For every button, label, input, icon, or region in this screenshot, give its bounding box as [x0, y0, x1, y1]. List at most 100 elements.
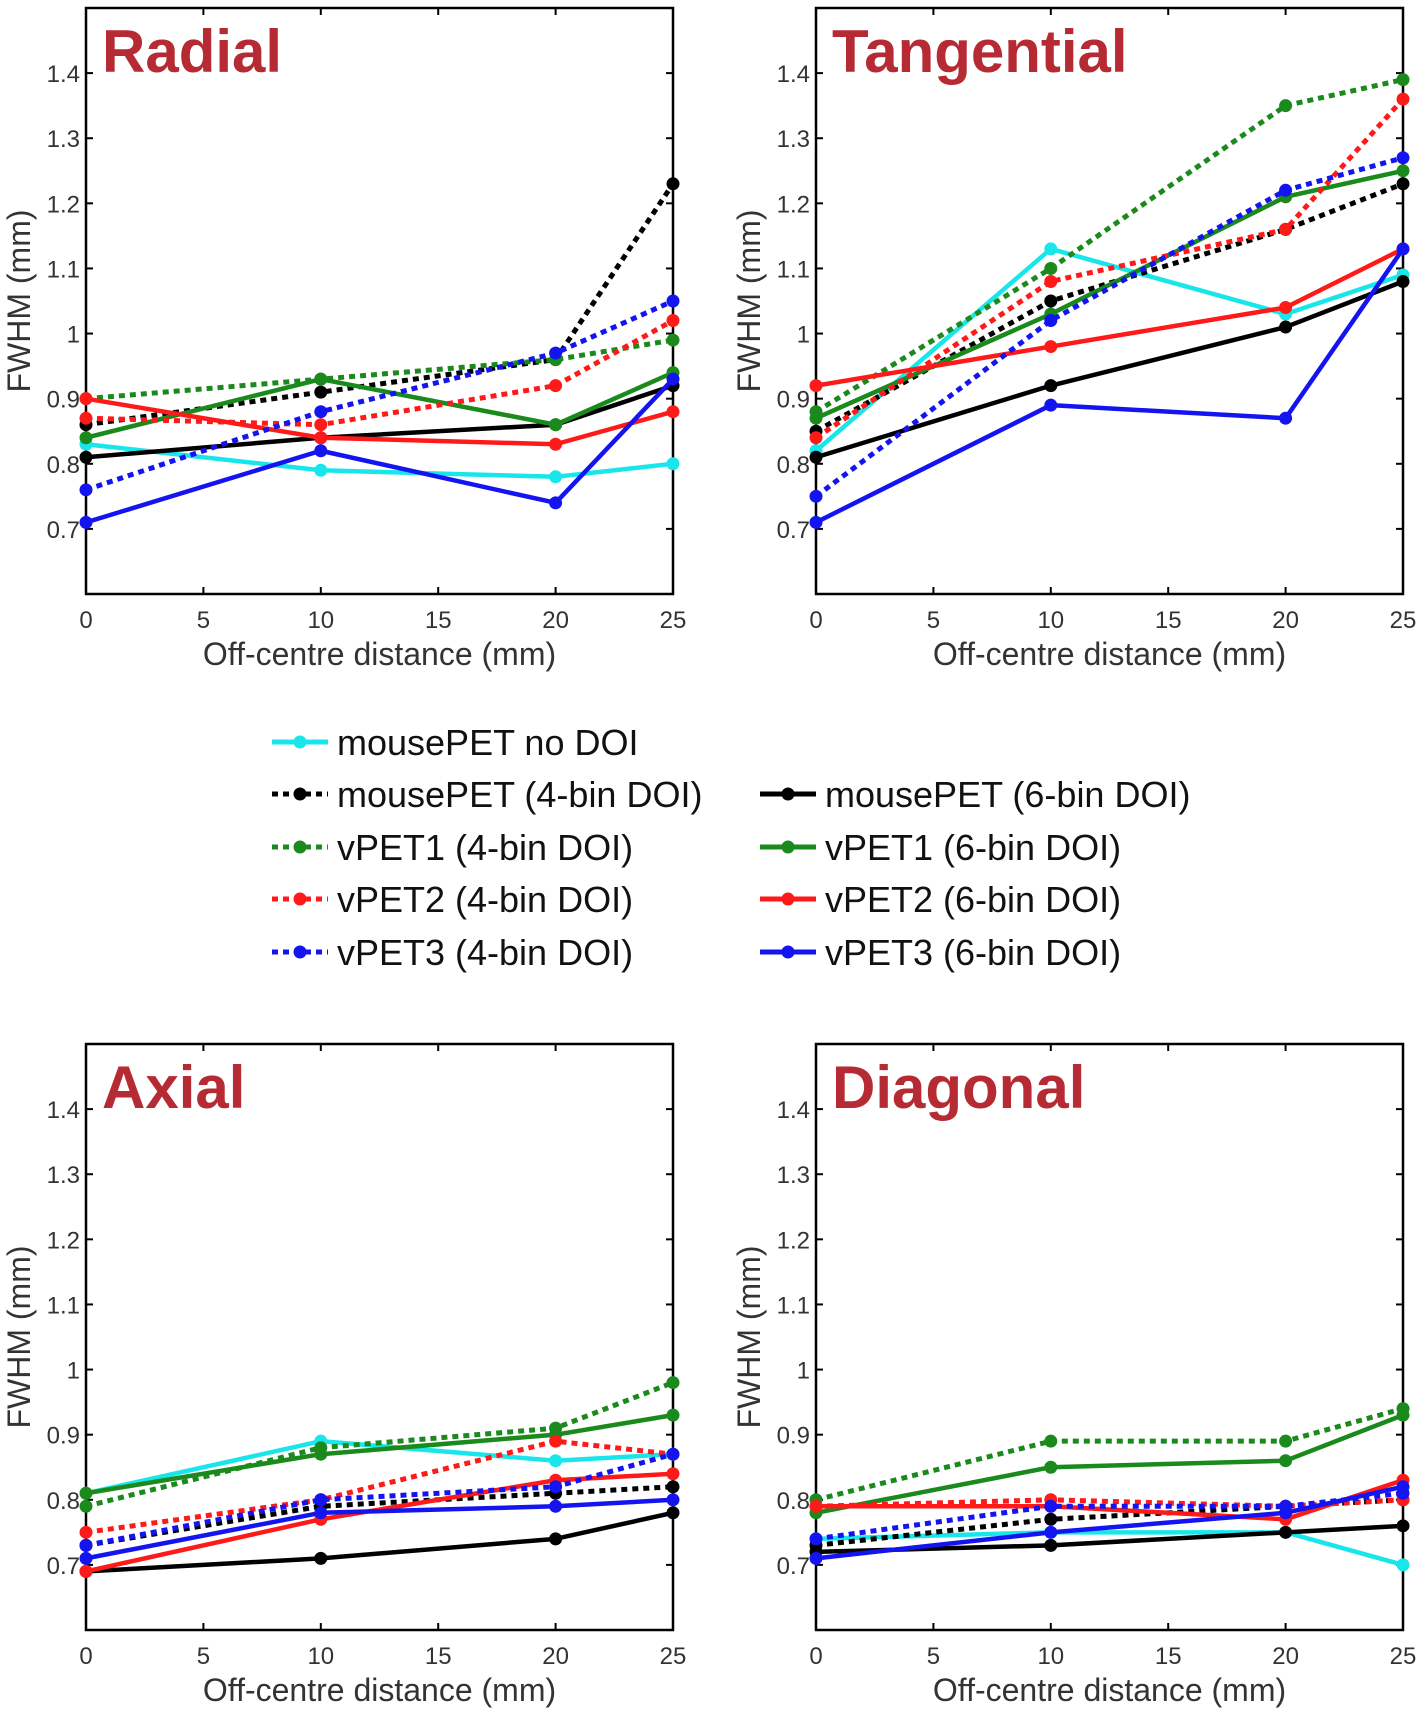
axial-series-line	[85, 1451, 674, 1548]
axial-data-point	[314, 1447, 328, 1461]
tangential-data-point	[809, 489, 823, 503]
axial-data-point	[549, 1499, 563, 1513]
radial-ytick-label: 1.4	[47, 61, 80, 88]
diagonal-data-point	[1279, 1525, 1293, 1539]
legend-marker	[781, 840, 795, 854]
radial-series-line	[85, 377, 675, 525]
legend: mousePET no DOI mousePET (4-bin DOI) mouse…	[272, 722, 1190, 973]
radial-plot-frame	[84, 6, 675, 596]
radial-series-8	[79, 372, 680, 529]
radial-xtick-label: 15	[425, 607, 452, 634]
tangential-data-point	[1044, 314, 1058, 328]
axial-data-point	[549, 1532, 563, 1546]
legend-item: vPET1 (4-bin DOI)	[272, 827, 633, 868]
tangential-xtick-label: 0	[809, 607, 822, 634]
radial-data-point	[314, 431, 328, 445]
legend-item: vPET2 (4-bin DOI)	[272, 879, 633, 920]
diagonal-data-point	[1044, 1434, 1058, 1448]
diagonal-xtick-label: 0	[809, 1643, 822, 1670]
legend-label: vPET3 (4-bin DOI)	[337, 932, 633, 973]
radial-data-point	[549, 496, 563, 510]
diagonal-xtick-label: 20	[1272, 1643, 1299, 1670]
axial-ytick-label: 0.7	[47, 1553, 80, 1580]
axial-ytick-label: 0.9	[47, 1423, 80, 1450]
legend-label: vPET2 (4-bin DOI)	[337, 879, 633, 920]
tangential-series-line	[814, 246, 1404, 453]
axial-data-point	[666, 1467, 680, 1481]
axial-series-7	[79, 1447, 680, 1552]
radial-data-point	[666, 372, 680, 386]
legend-item: vPET1 (6-bin DOI)	[760, 827, 1121, 868]
radial-data-point	[549, 437, 563, 451]
axial-panel-title: Axial	[102, 1054, 245, 1121]
tangential-data-point	[809, 411, 823, 425]
tangential-data-point	[1044, 340, 1058, 354]
radial-data-point	[666, 405, 680, 419]
radial-data-point	[79, 483, 93, 497]
tangential-xtick-label: 15	[1155, 607, 1182, 634]
diagonal-series-line	[815, 1497, 1404, 1509]
radial-ytick-label: 1.2	[47, 191, 80, 218]
tangential-data-point	[1044, 242, 1058, 256]
axial-series-line	[85, 1380, 674, 1509]
axial-ytick-label: 1.3	[47, 1162, 80, 1189]
radial-xtick-label: 0	[79, 607, 92, 634]
radial-series-line	[85, 383, 674, 460]
legend-marker	[293, 735, 307, 749]
axial-data-point	[79, 1486, 93, 1500]
radial-series-line	[85, 318, 675, 428]
axial-data-point	[666, 1493, 680, 1507]
diagonal-series-line	[815, 1484, 1404, 1561]
diagonal-ytick-label: 0.8	[777, 1488, 810, 1515]
legend-label: mousePET (4-bin DOI)	[337, 774, 702, 815]
diagonal-panel: 0.7 0.8 0.9 1 1.1 1.2 1.3 1.4 0 5 10 15 20 25 Off-cent…	[731, 1042, 1417, 1708]
tangential-ytick-label: 1	[797, 322, 810, 349]
axial-data-point	[314, 1506, 328, 1520]
tangential-data-point	[1279, 183, 1293, 197]
axial-xtick-label: 15	[425, 1643, 452, 1670]
radial-data-point	[79, 392, 93, 406]
radial-series-line	[85, 442, 674, 480]
legend-item: mousePET (6-bin DOI)	[760, 774, 1190, 815]
tangential-data-point	[809, 431, 823, 445]
axial-ytick-label: 1	[67, 1358, 80, 1385]
axial-data-point	[79, 1538, 93, 1552]
radial-ytick-label: 1.1	[47, 256, 80, 283]
radial-xtick-label: 20	[542, 607, 569, 634]
diagonal-series-line	[815, 1406, 1404, 1503]
axial-data-point	[79, 1499, 93, 1513]
tangential-data-point	[1044, 261, 1058, 275]
axial-panel: 0.7 0.8 0.9 1 1.1 1.2 1.3 1.4 0 5 10 15 20 25 Off-cent…	[1, 1042, 686, 1708]
diagonal-xtick-label: 25	[1390, 1643, 1417, 1670]
legend-marker	[781, 787, 795, 801]
radial-series-5	[79, 314, 680, 432]
axial-ytick-label: 1.2	[47, 1227, 80, 1254]
axial-x-axis-title: Off-centre distance (mm)	[203, 1672, 556, 1708]
diagonal-data-point	[1396, 1480, 1410, 1494]
diagonal-ytick-label: 1.1	[777, 1292, 810, 1319]
legend-item: mousePET no DOI	[272, 722, 638, 763]
tangential-data-point	[1279, 320, 1293, 334]
tangential-panel: 0.7 0.8 0.9 1 1.1 1.2 1.3 1.4 0 5 10 15 20 25 Off-cent…	[731, 6, 1416, 672]
tangential-ytick-label: 0.9	[777, 387, 810, 414]
legend-marker	[293, 945, 307, 959]
tangential-series-5	[809, 92, 1410, 445]
axial-data-point	[666, 1408, 680, 1422]
radial-series-line	[85, 337, 674, 402]
diagonal-xtick-label: 5	[927, 1643, 940, 1670]
radial-data-point	[79, 515, 93, 529]
tangential-series-line	[814, 97, 1405, 440]
tangential-data-point	[809, 515, 823, 529]
diagonal-ytick-label: 1	[797, 1358, 810, 1385]
tangential-data-point	[1396, 164, 1410, 178]
radial-series-line	[85, 298, 675, 493]
radial-x-axis-title: Off-centre distance (mm)	[203, 636, 556, 672]
legend-item: mousePET (4-bin DOI)	[272, 774, 702, 815]
legend-label: vPET2 (6-bin DOI)	[825, 879, 1121, 920]
axial-series-line	[85, 1412, 674, 1496]
diagonal-data-point	[1396, 1519, 1410, 1533]
tangential-data-point	[1279, 411, 1293, 425]
tangential-xtick-label: 20	[1272, 607, 1299, 634]
axial-data-point	[314, 1493, 328, 1507]
tangential-data-point	[1396, 177, 1410, 191]
